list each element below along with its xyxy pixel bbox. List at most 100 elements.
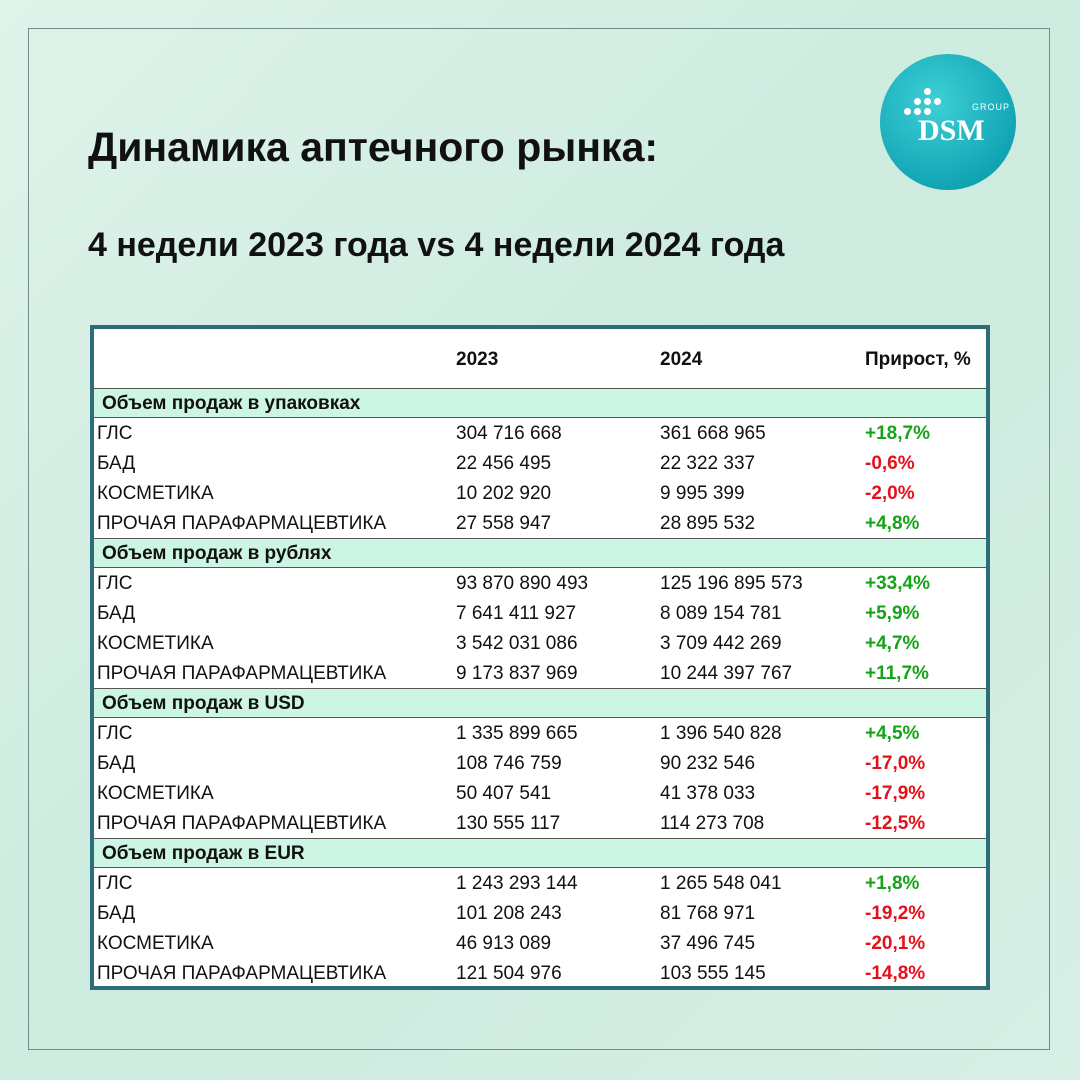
growth: -0,6%	[865, 453, 915, 474]
title: Динамика аптечного рынка:	[88, 124, 659, 170]
value: 90 232 546	[660, 753, 756, 774]
value: 130 555 117	[456, 813, 561, 834]
row-label: КОСМЕТИКА	[97, 783, 214, 804]
section-title: Объем продаж в EUR	[102, 843, 305, 864]
value: 41 378 033	[660, 783, 756, 804]
growth: +1,8%	[865, 873, 920, 894]
section-row: Объем продаж в USD	[94, 688, 986, 718]
value: 22 322 337	[660, 453, 756, 474]
data-row: ГЛС 93 870 890 493 125 196 895 573 +33,4%	[94, 568, 986, 598]
data-row: КОСМЕТИКА 10 202 920 9 995 399 -2,0%	[94, 478, 986, 508]
data-row: КОСМЕТИКА 3 542 031 086 3 709 442 269 +4,7%	[94, 628, 986, 658]
value: 101 208 243	[456, 903, 562, 924]
data-row: БАД 101 208 243 81 768 971 -19,2%	[94, 898, 986, 928]
row-label: КОСМЕТИКА	[97, 483, 214, 504]
value: 103 555 145	[660, 963, 766, 984]
row-label: БАД	[97, 753, 136, 774]
value: 1 243 293 144	[456, 873, 578, 894]
section-row: Объем продаж в рублях	[94, 538, 986, 568]
section-row: Объем продаж в упаковках	[94, 388, 986, 418]
value: 8 089 154 781	[660, 603, 782, 624]
growth: -20,1%	[865, 933, 926, 954]
value: 125 196 895 573	[660, 573, 803, 594]
value: 361 668 965	[660, 423, 766, 444]
data-row: ПРОЧАЯ ПАРАФАРМАЦЕВТИКА 130 555 117 114 27…	[94, 808, 986, 838]
value: 3 709 442 269	[660, 633, 782, 654]
value: 7 641 411 927	[456, 603, 577, 624]
column-header: 2023	[456, 349, 499, 370]
value: 114 273 708	[660, 813, 765, 834]
logo-small: GROUP	[972, 102, 1011, 112]
row-label: ГЛС	[97, 573, 133, 594]
data-row: ПРОЧАЯ ПАРАФАРМАЦЕВТИКА 9 173 837 969 10 2…	[94, 658, 986, 688]
growth: +11,7%	[865, 663, 929, 684]
data-row: БАД 108 746 759 90 232 546 -17,0%	[94, 748, 986, 778]
section-row: Объем продаж в EUR	[94, 838, 986, 868]
value: 10 244 397 767	[660, 663, 793, 684]
logo: GROUP DSM	[880, 54, 1016, 190]
row-label: ГЛС	[97, 423, 133, 444]
section-title: Объем продаж в USD	[102, 693, 305, 714]
row-label: БАД	[97, 903, 136, 924]
logo-dot	[924, 108, 931, 115]
data-row: ГЛС 304 716 668 361 668 965 +18,7%	[94, 418, 986, 448]
data-row: ПРОЧАЯ ПАРАФАРМАЦЕВТИКА 121 504 976 103 55…	[94, 958, 986, 988]
growth: -12,5%	[865, 813, 926, 834]
section-title: Объем продаж в упаковках	[102, 393, 361, 414]
subtitle: 4 недели 2023 года vs 4 недели 2024 года	[88, 226, 785, 264]
logo-dot	[924, 88, 931, 95]
column-header: 2024	[660, 349, 703, 370]
growth: -14,8%	[865, 963, 926, 984]
growth: -17,9%	[865, 783, 926, 804]
value: 304 716 668	[456, 423, 562, 444]
value: 9 995 399	[660, 483, 745, 504]
value: 93 870 890 493	[456, 573, 589, 594]
row-label: ПРОЧАЯ ПАРАФАРМАЦЕВТИКА	[97, 513, 387, 534]
growth: +4,5%	[865, 723, 920, 744]
frame	[28, 28, 1050, 1050]
row-label: ПРОЧАЯ ПАРАФАРМАЦЕВТИКА	[97, 663, 387, 684]
row-label: ГЛС	[97, 723, 133, 744]
growth: -17,0%	[865, 753, 926, 774]
column-header: Прирост, %	[865, 349, 971, 370]
logo-big: DSM	[918, 114, 985, 147]
value: 10 202 920	[456, 483, 552, 504]
value: 28 895 532	[660, 513, 756, 534]
logo-dot	[934, 98, 941, 105]
data-row: ГЛС 1 335 899 665 1 396 540 828 +4,5%	[94, 718, 986, 748]
row-label: БАД	[97, 453, 136, 474]
growth: +33,4%	[865, 573, 930, 594]
value: 9 173 837 969	[456, 663, 578, 684]
value: 121 504 976	[456, 963, 562, 984]
row-label: ПРОЧАЯ ПАРАФАРМАЦЕВТИКА	[97, 963, 387, 984]
value: 108 746 759	[456, 753, 562, 774]
row-label: БАД	[97, 603, 136, 624]
growth: -2,0%	[865, 483, 915, 504]
value: 46 913 089	[456, 933, 552, 954]
logo-dot	[924, 98, 931, 105]
value: 27 558 947	[456, 513, 552, 534]
growth: +4,7%	[865, 633, 920, 654]
data-row: КОСМЕТИКА 50 407 541 41 378 033 -17,9%	[94, 778, 986, 808]
table: 2023 2024 Прирост, % Объем продаж в упаковк…	[90, 325, 990, 990]
row-label: ГЛС	[97, 873, 133, 894]
growth: +5,9%	[865, 603, 920, 624]
growth: +4,8%	[865, 513, 920, 534]
growth: +18,7%	[865, 423, 930, 444]
value: 1 335 899 665	[456, 723, 578, 744]
logo-dot	[904, 108, 911, 115]
row-label: КОСМЕТИКА	[97, 633, 214, 654]
value: 3 542 031 086	[456, 633, 578, 654]
growth: -19,2%	[865, 903, 926, 924]
header-row: 2023 2024 Прирост, %	[94, 329, 986, 392]
data-row: БАД 7 641 411 927 8 089 154 781 +5,9%	[94, 598, 986, 628]
value: 1 265 548 041	[660, 873, 782, 894]
section-title: Объем продаж в рублях	[102, 543, 332, 564]
data-row: КОСМЕТИКА 46 913 089 37 496 745 -20,1%	[94, 928, 986, 958]
logo-dot	[914, 98, 921, 105]
logo-dot	[914, 108, 921, 115]
value: 1 396 540 828	[660, 723, 782, 744]
row-label: ПРОЧАЯ ПАРАФАРМАЦЕВТИКА	[97, 813, 387, 834]
row-label: КОСМЕТИКА	[97, 933, 214, 954]
